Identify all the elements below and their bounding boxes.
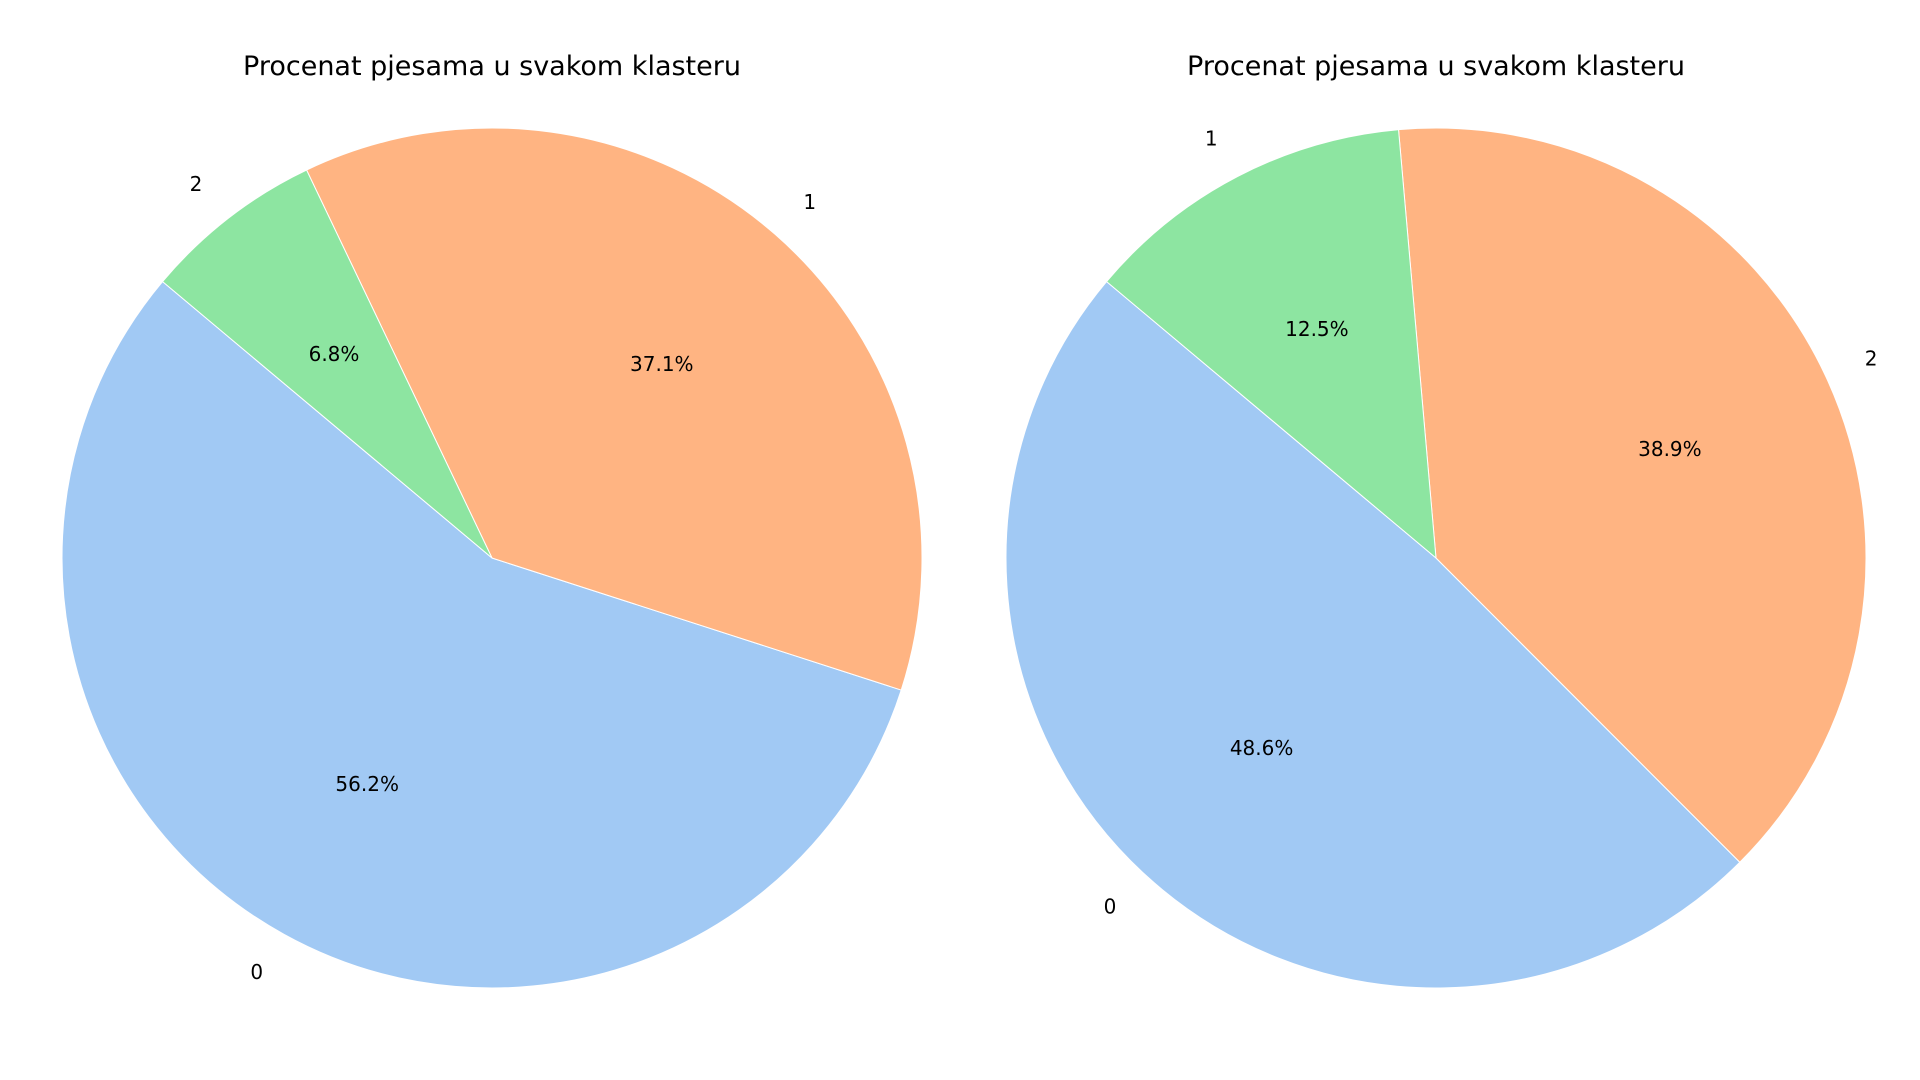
pie1-pct-2: 6.8% — [309, 342, 360, 366]
pie2-slice-0 — [1005, 280, 1741, 989]
pie2-pct-0: 48.6% — [1230, 736, 1294, 760]
pie-2-slices: 0 48.6% 2 38.9% 1 12.5% — [1005, 126, 1878, 989]
pie1-pct-1: 37.1% — [630, 352, 694, 376]
chart-title-2: Procenat pjesama u svakom klasteru — [1187, 51, 1685, 82]
pie1-label-0: 0 — [250, 960, 263, 984]
pie2-label-1: 1 — [1205, 126, 1218, 150]
pie1-label-2: 2 — [190, 172, 203, 196]
pie1-slice-1 — [305, 127, 923, 691]
chart-title-1: Procenat pjesama u svakom klasteru — [243, 51, 741, 82]
pie2-pct-2: 38.9% — [1638, 437, 1702, 461]
pie-chart-1: Procenat pjesama u svakom klasteru 0 56.2… — [61, 51, 923, 989]
pie1-label-1: 1 — [803, 190, 816, 214]
pie1-slice-2 — [161, 169, 493, 559]
pie-1-slices: 0 56.2% 1 37.1% 2 6.8% — [61, 127, 923, 989]
pie2-pct-1: 12.5% — [1285, 317, 1349, 341]
pie2-label-2: 2 — [1865, 346, 1878, 370]
pie-chart-2: Procenat pjesama u svakom klasteru 0 48.6… — [1005, 51, 1878, 989]
pie2-label-0: 0 — [1104, 895, 1117, 919]
pie1-slice-0 — [61, 280, 902, 989]
pie1-pct-0: 56.2% — [335, 772, 399, 796]
pie2-slice-2 — [1397, 127, 1867, 863]
pie2-slice-1 — [1105, 129, 1437, 560]
